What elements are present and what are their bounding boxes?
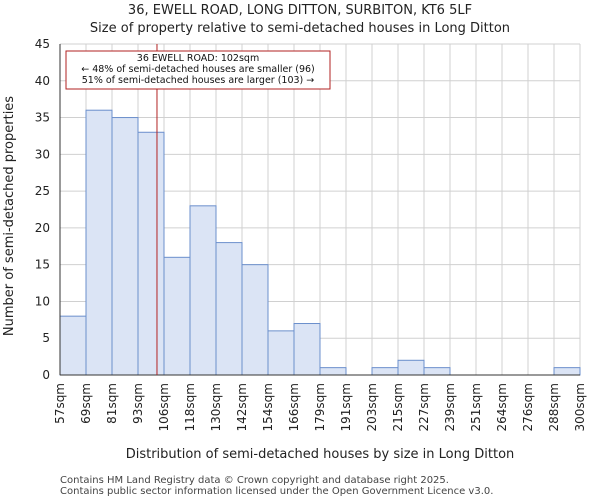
x-axis-ticks: 57sqm 69sqm 81sqm 93sqm 106sqm 118sqm 130sqm 14… [53, 383, 587, 431]
x-axis-label: Distribution of semi-detached houses by … [126, 447, 515, 462]
footer-line-1: Contains HM Land Registry data © Crown c… [60, 475, 449, 486]
y-tick-label: 15 [35, 258, 50, 272]
bar [371, 367, 399, 376]
y-tick-label: 20 [35, 221, 50, 235]
x-tick-label: 251sqm [469, 383, 483, 431]
footer-line-2: Contains public sector information licen… [60, 486, 493, 497]
x-tick-label: 130sqm [209, 383, 223, 431]
x-tick-label: 191sqm [339, 383, 353, 431]
bar [189, 205, 217, 376]
x-tick-label: 179sqm [313, 383, 327, 431]
y-tick-label: 10 [35, 294, 50, 308]
x-tick-label: 215sqm [391, 383, 405, 431]
chart-title: 36, EWELL ROAD, LONG DITTON, SURBITON, K… [128, 3, 472, 18]
bar [319, 367, 347, 376]
x-tick-label: 69sqm [79, 383, 93, 424]
bar [397, 359, 425, 376]
annotation-line-3: 51% of semi-detached houses are larger (… [82, 75, 315, 86]
bar [163, 256, 191, 376]
bar [423, 367, 451, 376]
bar [111, 117, 139, 376]
x-tick-label: 239sqm [443, 383, 457, 431]
y-tick-label: 40 [35, 74, 50, 88]
x-tick-label: 106sqm [157, 383, 171, 431]
x-tick-label: 118sqm [183, 383, 197, 431]
axes [59, 44, 580, 376]
y-tick-label: 25 [35, 184, 50, 198]
y-axis-label: Number of semi-detached properties [2, 96, 17, 336]
bars [59, 109, 581, 376]
bar [267, 330, 295, 376]
bar [241, 264, 269, 376]
annotation-line-2: ← 48% of semi-detached houses are smalle… [81, 64, 315, 75]
y-tick-label: 0 [42, 368, 50, 382]
x-tick-label: 142sqm [235, 383, 249, 431]
bar [59, 315, 87, 376]
x-tick-label: 227sqm [417, 383, 431, 431]
y-tick-label: 35 [35, 111, 50, 125]
y-tick-label: 5 [42, 331, 50, 345]
x-tick-label: 81sqm [105, 383, 119, 424]
bar [137, 131, 165, 376]
bar [293, 323, 321, 376]
bar [85, 109, 113, 376]
chart-subtitle: Size of property relative to semi-detach… [90, 21, 510, 36]
x-tick-label: 288sqm [547, 383, 561, 431]
x-tick-label: 93sqm [131, 383, 145, 424]
y-axis-ticks: 0 5 10 15 20 25 30 35 40 45 [35, 37, 50, 382]
x-tick-label: 154sqm [261, 383, 275, 431]
annotation-box [65, 50, 331, 90]
annotation-line-1: 36 EWELL ROAD: 102sqm [137, 53, 259, 64]
y-tick-label: 45 [35, 37, 50, 51]
x-tick-label: 57sqm [53, 383, 67, 424]
x-tick-label: 203sqm [365, 383, 379, 431]
bar [553, 367, 581, 376]
x-tick-label: 166sqm [287, 383, 301, 431]
bar [215, 242, 243, 376]
x-tick-label: 276sqm [521, 383, 535, 431]
x-tick-label: 300sqm [573, 383, 587, 431]
x-tick-label: 264sqm [495, 383, 509, 431]
y-tick-label: 30 [35, 147, 50, 161]
